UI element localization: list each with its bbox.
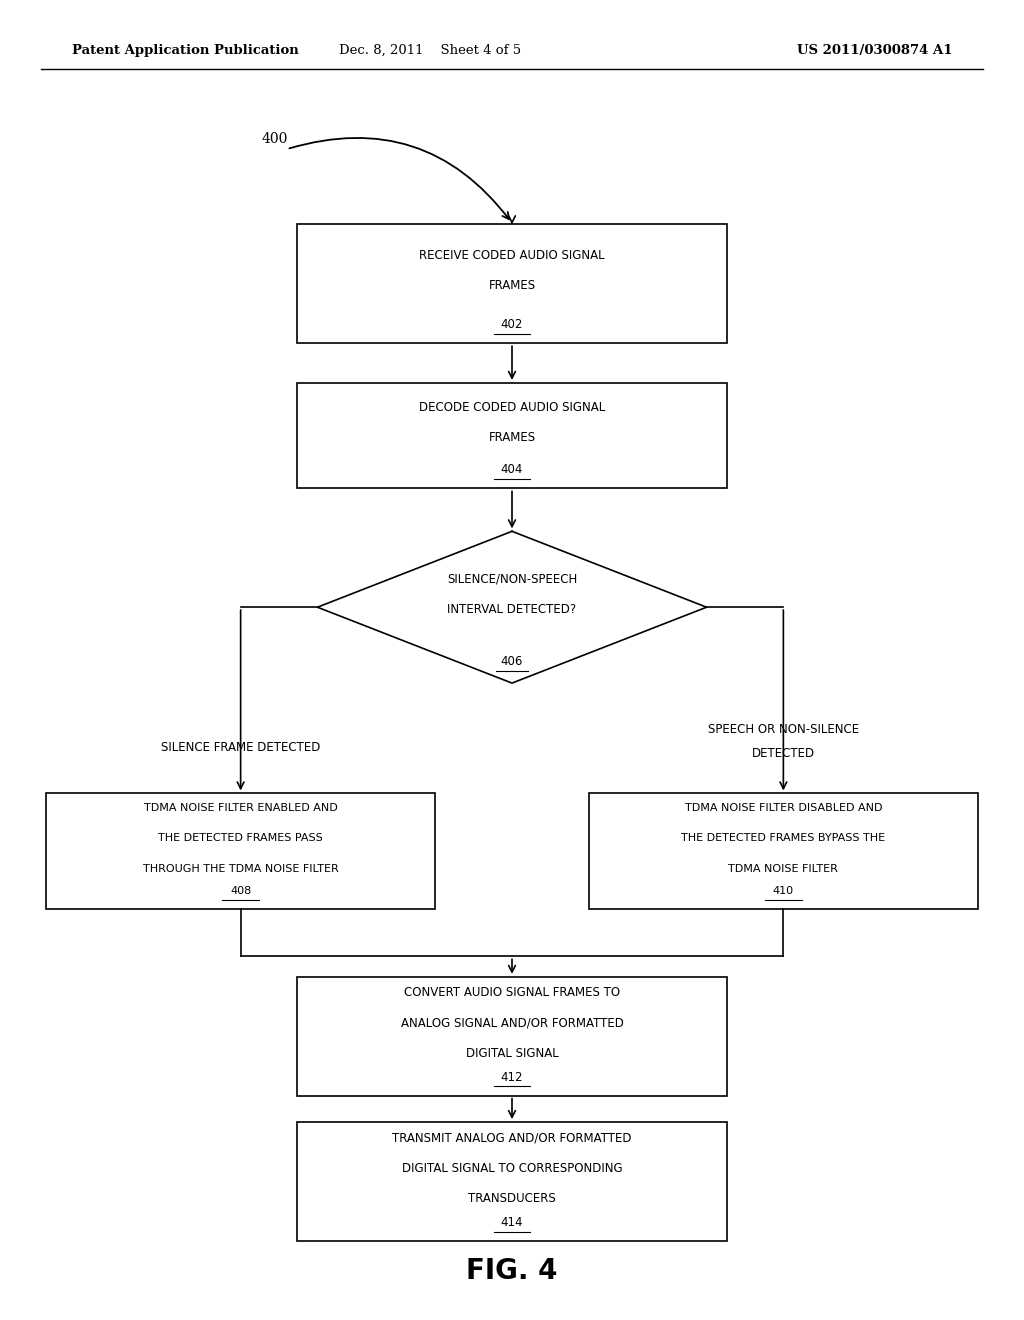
Bar [297,224,727,343]
Text: SILENCE/NON-SPEECH: SILENCE/NON-SPEECH [446,573,578,585]
Text: SILENCE FRAME DETECTED: SILENCE FRAME DETECTED [161,741,321,754]
Text: DIGITAL SIGNAL TO CORRESPONDING: DIGITAL SIGNAL TO CORRESPONDING [401,1162,623,1175]
Text: INTERVAL DETECTED?: INTERVAL DETECTED? [447,603,577,615]
Bar [297,383,727,488]
Text: DIGITAL SIGNAL: DIGITAL SIGNAL [466,1047,558,1060]
Text: FRAMES: FRAMES [488,432,536,444]
Text: ANALOG SIGNAL AND/OR FORMATTED: ANALOG SIGNAL AND/OR FORMATTED [400,1016,624,1030]
Bar [46,793,435,909]
Text: SPEECH OR NON-SILENCE: SPEECH OR NON-SILENCE [708,723,859,737]
Text: 400: 400 [261,132,288,145]
Text: DECODE CODED AUDIO SIGNAL: DECODE CODED AUDIO SIGNAL [419,401,605,413]
Text: 410: 410 [773,886,794,896]
Text: FIG. 4: FIG. 4 [466,1257,558,1286]
Text: 412: 412 [501,1071,523,1084]
Text: US 2011/0300874 A1: US 2011/0300874 A1 [797,44,952,57]
Text: Patent Application Publication: Patent Application Publication [72,44,298,57]
Text: 406: 406 [501,656,523,668]
Text: CONVERT AUDIO SIGNAL FRAMES TO: CONVERT AUDIO SIGNAL FRAMES TO [403,986,621,999]
Text: TDMA NOISE FILTER ENABLED AND: TDMA NOISE FILTER ENABLED AND [143,803,338,813]
Text: Dec. 8, 2011    Sheet 4 of 5: Dec. 8, 2011 Sheet 4 of 5 [339,44,521,57]
Text: 404: 404 [501,463,523,477]
Text: TRANSDUCERS: TRANSDUCERS [468,1192,556,1205]
Text: THROUGH THE TDMA NOISE FILTER: THROUGH THE TDMA NOISE FILTER [142,863,339,874]
Bar [589,793,978,909]
Bar [297,1122,727,1241]
Text: 414: 414 [501,1216,523,1229]
Text: DETECTED: DETECTED [752,747,815,760]
Text: 408: 408 [230,886,251,896]
Text: TDMA NOISE FILTER: TDMA NOISE FILTER [728,863,839,874]
Text: TRANSMIT ANALOG AND/OR FORMATTED: TRANSMIT ANALOG AND/OR FORMATTED [392,1131,632,1144]
Text: 402: 402 [501,318,523,331]
Bar [297,977,727,1096]
Text: TDMA NOISE FILTER DISABLED AND: TDMA NOISE FILTER DISABLED AND [685,803,882,813]
Text: THE DETECTED FRAMES PASS: THE DETECTED FRAMES PASS [159,833,323,843]
Text: THE DETECTED FRAMES BYPASS THE: THE DETECTED FRAMES BYPASS THE [681,833,886,843]
Text: RECEIVE CODED AUDIO SIGNAL: RECEIVE CODED AUDIO SIGNAL [419,249,605,261]
Text: FRAMES: FRAMES [488,280,536,292]
